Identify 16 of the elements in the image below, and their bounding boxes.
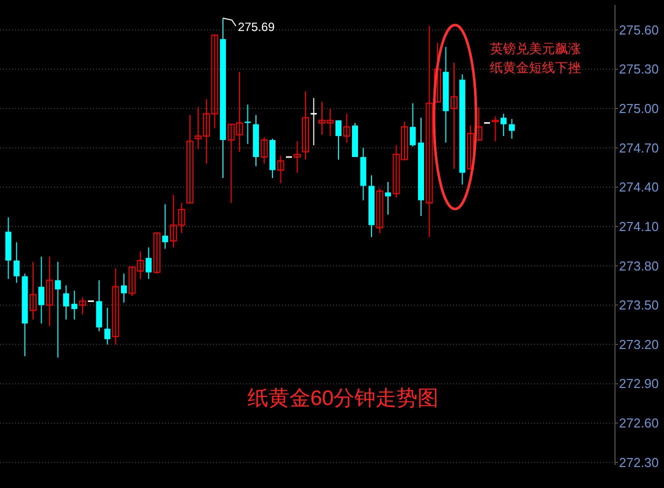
y-tick-label: 275.30 <box>619 62 659 77</box>
annotation: 275.69 <box>238 20 275 34</box>
annotation: 纸黄金短线下挫 <box>490 60 581 75</box>
annotation: 英镑兑美元飙涨 <box>490 41 581 56</box>
y-tick-label: 272.30 <box>619 454 659 470</box>
y-tick-label: 273.20 <box>619 336 659 352</box>
y-tick-label: 272.60 <box>619 416 659 431</box>
y-tick-label: 274.70 <box>619 140 659 156</box>
y-tick-label: 272.90 <box>619 376 659 392</box>
text: 纸黄金60分钟走势图 <box>247 387 439 410</box>
y-tick-label: 274.10 <box>619 218 659 234</box>
y-tick-label: 273.50 <box>619 298 659 313</box>
y-tick-label: 275.00 <box>619 101 659 116</box>
y-tick-label: 274.40 <box>619 180 659 195</box>
y-tick-label: 275.60 <box>619 22 659 38</box>
y-tick-label: 273.80 <box>619 258 659 274</box>
